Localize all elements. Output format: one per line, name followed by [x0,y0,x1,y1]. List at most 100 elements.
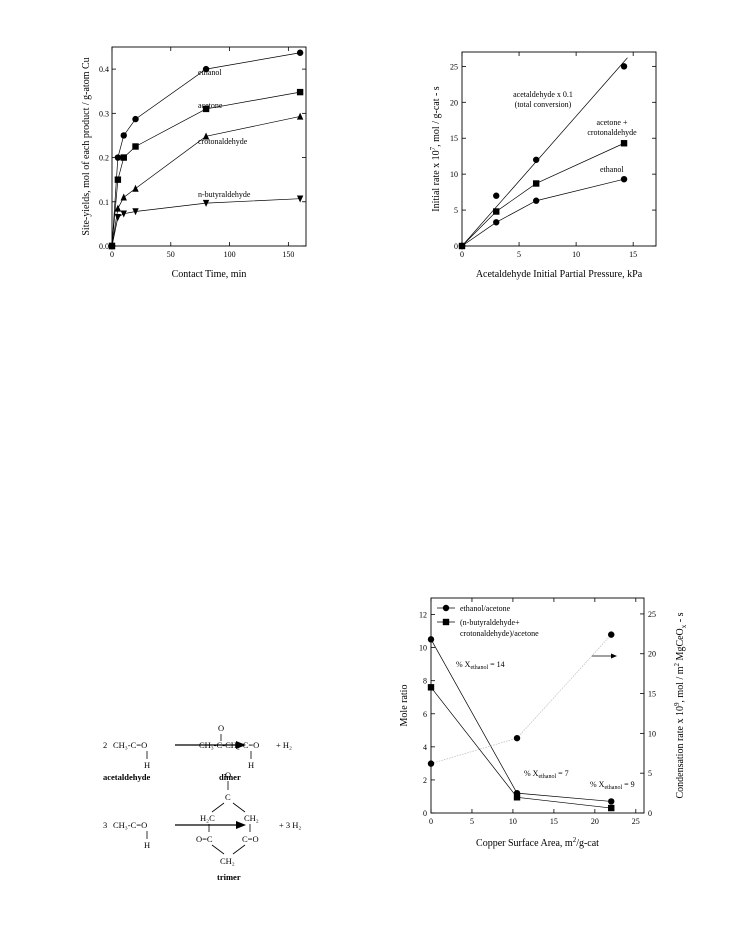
conversion-annotation-sub: ethanol [604,785,622,791]
conversion-annotation-part: % X [590,780,605,789]
acetaldehyde-h-2: H [144,840,150,850]
y-tick-label: 0.0 [99,242,109,251]
y-tick-label: 25 [450,62,458,71]
point-condensation rate [513,734,521,742]
acetaldehyde-formula: CH₃-C=O [113,740,147,750]
y2-axis-label-part: Condensation rate x 10 [675,706,686,798]
y-tick-label: 12 [419,611,427,620]
dimer-o: O [218,723,224,733]
y-tick-label: 0 [423,809,427,818]
arrow-head-1 [236,741,246,749]
conversion-annotation-part: = 14 [488,660,505,669]
point-acetone + crotonaldehyde [532,180,540,187]
x-tick-label: 20 [591,817,599,826]
y2-axis-label-part: 2 [673,662,681,666]
trimer-oc: O=C [196,834,213,844]
annotation-ethanol: ethanol [600,165,624,174]
series-label-crotonaldehyde: crotonaldehyde [198,137,248,146]
y2-tick-label: 20 [648,650,656,659]
y2-axis-label-part: , mol / m [675,666,686,702]
y-axis-label: Site-yields, mol of each product / g-ato… [81,57,92,235]
chart-site-yields: 0 50 100 150 0.0 0.1 0.2 0.3 0.4 ethanol acetone cr… [81,46,307,280]
y-tick-label: 0 [454,242,458,251]
acetaldehyde-formula-2: CH₃-C=O [113,820,147,830]
x-axis-label-part: /g-cat [576,838,599,849]
x-tick-label: 0 [460,250,464,259]
coef-2: 2 [103,740,107,750]
x-tick-label: 5 [470,817,474,826]
y-tick-label: 10 [419,644,427,653]
y2-tick-label: 15 [648,690,656,699]
annotation-acetone: acetone + [597,118,628,127]
annotation-acetaldehyde: acetaldehyde x 0.1 [513,90,573,99]
annotation-crotonaldehyde: crotonaldehyde [587,128,637,137]
point-acetone [296,88,304,96]
y2-axis-label-part: - s [675,612,686,624]
x-axis-label: Contact Time, min [172,269,247,280]
y-tick-label: 8 [423,677,427,686]
point-condensation rate [427,760,435,767]
fit-line [461,57,628,247]
y-tick-label: 6 [423,710,427,719]
point-ethanol [458,242,466,250]
point-crotonaldehyde [132,184,139,192]
point-acetone [114,176,122,183]
y-axis-label: Initial rate x 107, mol / g-cat - s [429,86,442,212]
trimer-c: C [225,792,231,802]
x-axis-label-sup: 2 [573,836,577,844]
x-tick-label: 5 [517,250,521,259]
chart-initial-rate: 0 5 10 15 0 5 10 15 20 25 acetaldehyde x 0.1(total… [429,51,657,280]
acetaldehyde-label: acetaldehyde [103,772,150,782]
point-acetone [132,143,139,150]
y-tick-label: 4 [423,743,427,752]
y-tick-label: 0.1 [99,198,109,207]
plot-frame [111,46,307,247]
dimer-h: H [248,760,254,770]
point-ethanol [532,197,540,204]
point-ethanol [120,132,127,139]
series-line-ethanol [461,178,625,247]
plus-h2: + H₂ [276,740,292,750]
point-acetone [120,154,127,161]
y-tick-label: 15 [450,134,458,143]
point-n-butyraldehyde [202,199,210,207]
point-ethanol/acetone [427,636,435,643]
legend-label-ethanol-acetone: ethanol/acetone [460,604,511,613]
y2-axis-label-part: 9 [673,702,681,706]
plot-frame [430,597,645,814]
x-tick-label: 50 [167,250,175,259]
conversion-annotation: % Xethanol = 9 [590,780,635,791]
point-ethanol [202,65,210,73]
legend-label-crotonaldehyde: crotonaldehyde)/acetone [460,629,539,638]
point-n-butyraldehyde [108,242,116,250]
point-acetaldehyde x 0.1 (total conversion) [532,156,540,163]
bond-line [232,802,246,813]
series-line-ethanol [111,52,301,247]
y-tick-label: 0.4 [99,65,109,74]
point-(n-butyraldehyde+crotonaldehyde)/acetone [608,804,615,812]
y2-tick-label: 25 [648,610,656,619]
bond-line [211,802,225,813]
point-condensation rate [608,631,615,638]
x-tick-label: 25 [632,817,640,826]
point-acetone [202,105,210,113]
arrow-head-2 [236,821,246,829]
point-n-butyraldehyde [114,214,122,222]
y-tick-label: 20 [450,98,458,107]
series-label-ethanol: ethanol [198,68,222,77]
x-tick-label: 10 [572,250,580,259]
reaction-scheme: 2 CH₃-C=O H acetaldehyde O CH₃-C-CH₂-C=O… [103,723,301,882]
chart-mole-ratio: 0 5 10 15 20 25 0 2 4 6 8 10 12 0 5 10 15 20 25 ethanol/ace… [399,597,688,849]
conversion-annotation-part: = 9 [622,780,635,789]
y2-axis-label-part: MgCeO [675,628,686,663]
x-axis-label-part: Copper Surface Area, m [476,838,573,849]
point-acetone + crotonaldehyde [493,208,500,215]
point-ethanol [493,219,500,226]
legend-marker-butyraldehyde [442,618,450,626]
series-line-acetone [111,91,301,247]
point-acetaldehyde x 0.1 (total conversion) [493,192,500,199]
point-n-butyraldehyde [132,208,139,216]
y-axis-label-sup: 7 [429,146,437,150]
y-axis-label-part: , mol / g-cat - s [431,86,442,147]
